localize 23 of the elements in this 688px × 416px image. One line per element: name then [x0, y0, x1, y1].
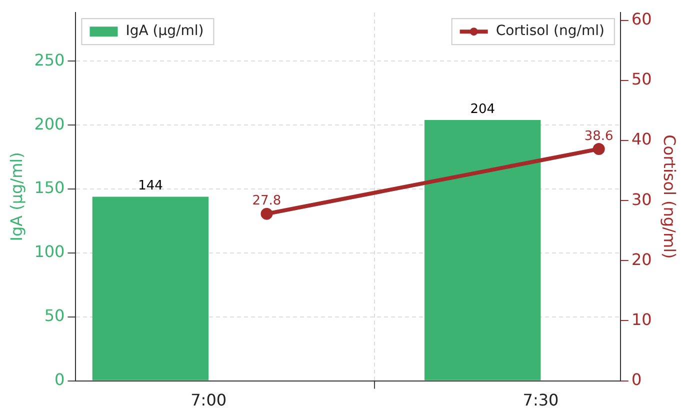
y2-tick-label: 20	[631, 250, 652, 269]
y2-tick-label: 30	[631, 190, 652, 209]
y-tick-label: 200	[34, 114, 65, 134]
y2-tick-label: 50	[631, 70, 652, 89]
legend-label: Cortisol (ng/ml)	[496, 23, 604, 40]
data-label: 204	[470, 102, 496, 117]
data-label: 144	[138, 178, 163, 194]
y2-axis-title: Cortisol (ng/ml)	[660, 134, 680, 259]
legend-label: IgA (µg/ml)	[126, 23, 204, 40]
y2-tick-label: 40	[631, 130, 652, 149]
y2-tick-label: 10	[631, 310, 652, 329]
data-label: 38.6	[584, 128, 614, 144]
x-tick-label: 7:00	[190, 390, 227, 410]
y2-tick-label: 0	[631, 370, 642, 389]
y-axis-title: IgA (µg/ml)	[6, 152, 26, 242]
y2-tick-label: 60	[631, 10, 652, 29]
y-tick-label: 50	[44, 306, 65, 326]
y-tick-label: 100	[34, 242, 65, 262]
y-tick-label: 0	[54, 370, 65, 389]
data-label: 27.8	[252, 194, 282, 209]
y-tick-label: 250	[34, 50, 65, 70]
y-tick-label: 150	[34, 178, 65, 198]
x-tick-label: 7:30	[522, 390, 559, 410]
